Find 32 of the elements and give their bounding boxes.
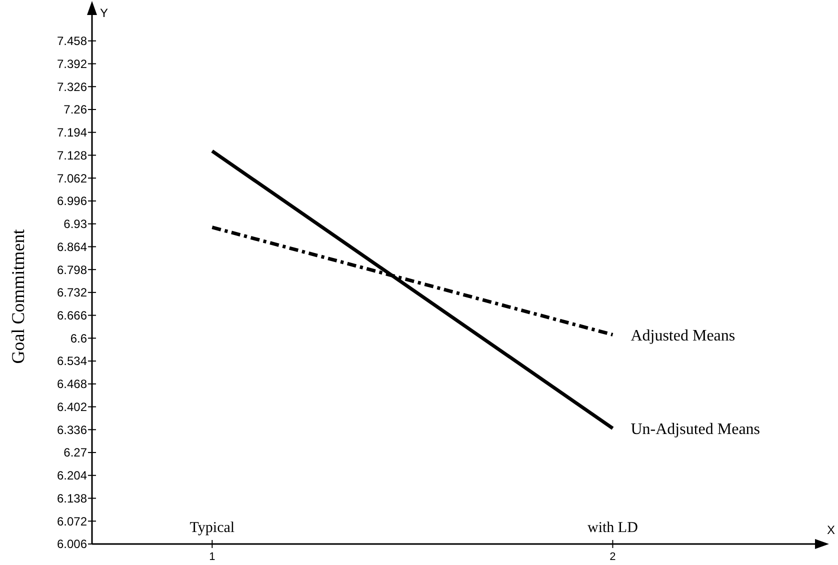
series-label: Un-Adjsuted Means xyxy=(630,420,760,438)
y-tick-label: 6.138 xyxy=(56,491,88,506)
y-tick-label: 6.798 xyxy=(56,262,88,277)
y-tick-label: 7.392 xyxy=(56,56,88,71)
y-tick-label: 6.402 xyxy=(56,400,88,414)
y-tick-label: 6.006 xyxy=(56,537,88,552)
x-axis-title: X xyxy=(826,523,836,537)
x-tick-label: 2 xyxy=(610,551,616,563)
y-tick-label: 6.666 xyxy=(56,308,88,323)
y-tick-label: 7.128 xyxy=(56,148,88,162)
y-tick-label: 7.458 xyxy=(56,34,88,48)
y-tick-label: 6.6 xyxy=(70,331,88,346)
y-tick-label: 6.93 xyxy=(64,217,88,232)
y-axis-title: Goal Commitment xyxy=(8,229,28,364)
annotation: Typical xyxy=(190,520,235,536)
y-tick-label: 7.326 xyxy=(56,80,88,94)
series-label: Adjusted Means xyxy=(630,327,736,344)
y-tick-label: 7.26 xyxy=(64,102,88,117)
x-tick-label: 1 xyxy=(209,551,216,563)
y-tick-label: 6.072 xyxy=(56,514,88,528)
y-tick-label: 6.468 xyxy=(56,377,88,392)
y-tick-label: 6.27 xyxy=(64,446,88,460)
y-tick-label: 7.194 xyxy=(56,126,88,140)
y-tick-label: 6.336 xyxy=(56,422,88,437)
annotation: Y xyxy=(100,6,108,20)
y-tick-label: 6.534 xyxy=(56,354,88,368)
y-tick-label: 7.062 xyxy=(56,171,88,186)
y-tick-label: 6.996 xyxy=(56,194,88,208)
y-tick-label: 6.864 xyxy=(56,240,88,254)
annotation: with LD xyxy=(588,520,638,536)
y-tick-label: 6.732 xyxy=(56,286,88,300)
y-tick-label: 6.204 xyxy=(56,468,88,483)
